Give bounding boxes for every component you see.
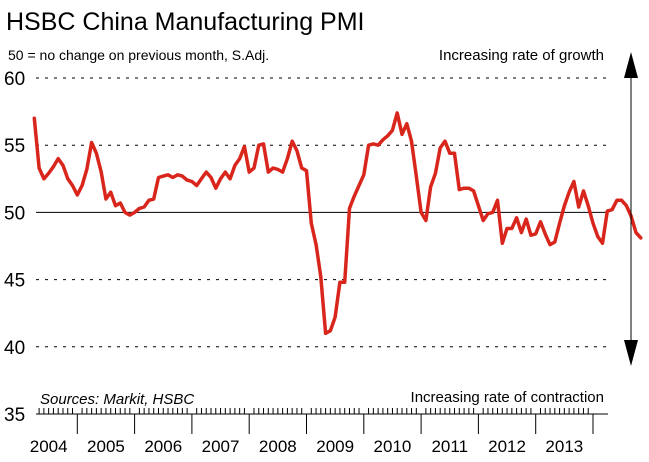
chart-title: HSBC China Manufacturing PMI — [6, 8, 364, 36]
y-tick-label: 40 — [4, 338, 25, 359]
x-tick-label: 2009 — [316, 437, 354, 456]
y-tick-label: 55 — [4, 136, 25, 157]
arrow-down-icon — [624, 340, 638, 366]
arrow-up-icon — [624, 52, 638, 78]
y-ticks: 35 40 45 50 55 60 — [4, 69, 25, 426]
source-note: Sources: Markit, HSBC — [40, 391, 194, 408]
x-tick-label: 2012 — [488, 437, 526, 456]
x-tick-label: 2008 — [259, 437, 297, 456]
annotation-growth: Increasing rate of growth — [439, 47, 604, 64]
x-tick-label: 2007 — [202, 437, 240, 456]
x-ticks: 2004 2005 2006 2007 2008 2009 2010 2011 2012 2013 — [30, 408, 594, 456]
y-tick-label: 45 — [4, 271, 25, 292]
y-tick-label: 60 — [4, 69, 25, 90]
x-tick-label: 2004 — [30, 437, 68, 456]
x-tick-label: 2005 — [87, 437, 125, 456]
y-tick-label: 35 — [4, 405, 25, 426]
x-tick-label: 2011 — [431, 437, 468, 456]
arrow-vertical — [624, 52, 638, 366]
x-tick-label: 2006 — [144, 437, 182, 456]
x-tick-label: 2010 — [374, 437, 412, 456]
annotation-contraction: Increasing rate of contraction — [411, 389, 604, 406]
x-tick-label: 2013 — [545, 437, 583, 456]
y-tick-label: 50 — [4, 203, 25, 224]
series-line-pmi — [32, 111, 643, 336]
chart-subtitle: 50 = no change on previous month, S.Adj. — [8, 47, 269, 63]
